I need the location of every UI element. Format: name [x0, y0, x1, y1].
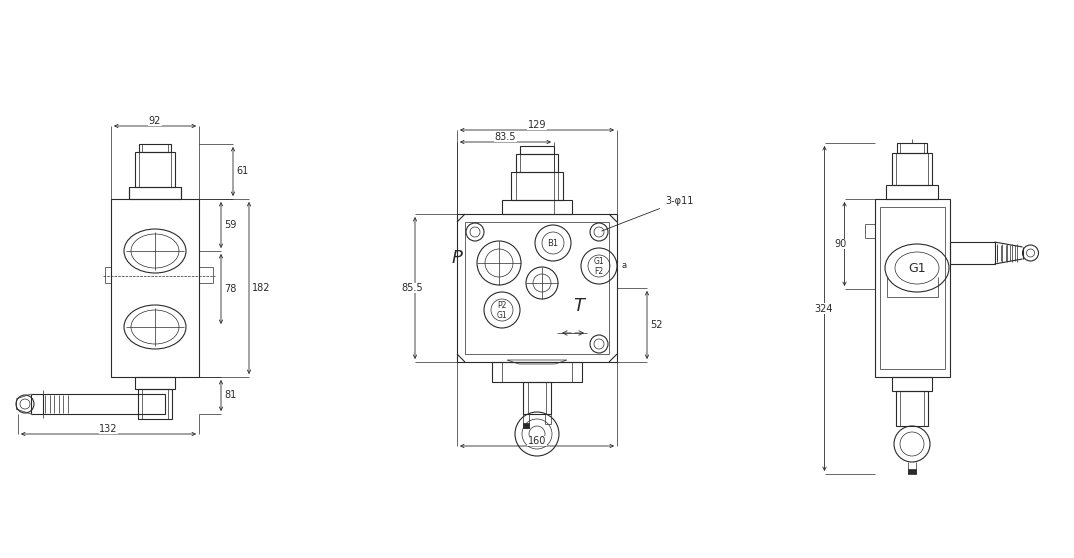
Bar [523, 423, 529, 428]
Text: 90: 90 [834, 239, 846, 249]
Text: T: T [574, 297, 584, 315]
Text: 61: 61 [236, 166, 248, 176]
Bar [892, 153, 932, 185]
Bar [886, 185, 938, 199]
Bar [111, 199, 199, 377]
Text: 182: 182 [252, 283, 271, 293]
Text: 59: 59 [224, 220, 236, 230]
Text: 129: 129 [527, 120, 547, 130]
Bar [511, 172, 563, 200]
Bar [139, 144, 171, 152]
Text: 132: 132 [99, 424, 118, 434]
Text: 81: 81 [224, 391, 236, 401]
Bar [897, 143, 927, 153]
Text: 83.5: 83.5 [495, 132, 517, 142]
Bar [516, 154, 558, 172]
Text: 52: 52 [650, 320, 663, 330]
Bar [137, 389, 172, 419]
Text: 78: 78 [224, 284, 236, 294]
Text: 324: 324 [814, 304, 833, 314]
Bar [896, 391, 928, 426]
Text: G1: G1 [909, 262, 926, 275]
Text: a: a [622, 262, 627, 271]
Text: 85.5: 85.5 [401, 283, 423, 293]
Text: 92: 92 [149, 116, 161, 126]
Text: P2: P2 [497, 301, 507, 310]
Bar [43, 394, 165, 414]
Bar [135, 152, 175, 187]
Text: F2: F2 [594, 267, 604, 276]
Bar [949, 242, 995, 264]
Bar [458, 214, 616, 362]
Text: 160: 160 [527, 436, 547, 446]
Bar [874, 199, 949, 377]
Text: P: P [451, 249, 463, 267]
Bar [523, 382, 551, 414]
Bar [129, 187, 182, 199]
Bar [135, 377, 175, 389]
Bar [520, 146, 554, 154]
Bar [465, 222, 609, 354]
Bar [492, 362, 582, 382]
Bar [880, 207, 944, 369]
Bar [892, 377, 932, 391]
Text: 3-φ11: 3-φ11 [601, 196, 694, 231]
Bar [908, 469, 916, 474]
Text: G1: G1 [594, 257, 605, 267]
Bar [502, 200, 572, 214]
Text: G1: G1 [496, 310, 507, 320]
Text: B1: B1 [548, 238, 558, 248]
